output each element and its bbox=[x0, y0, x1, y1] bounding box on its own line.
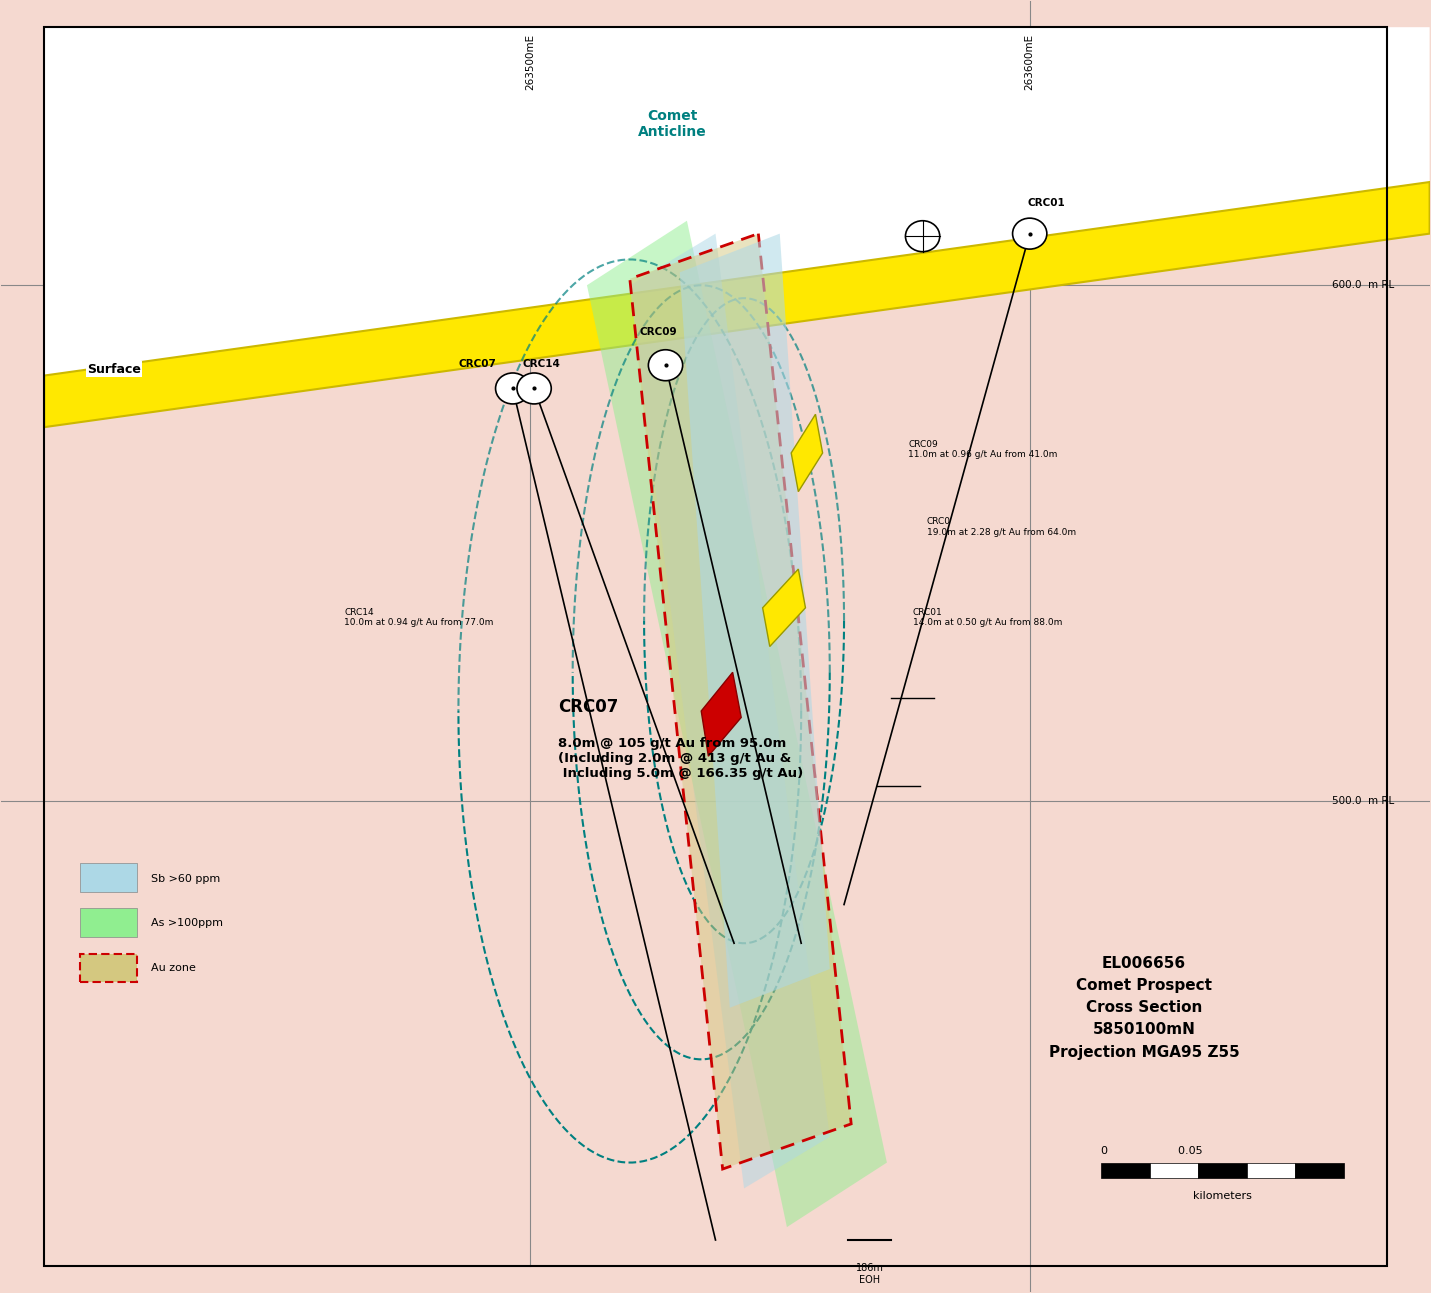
Text: CRC01
14.0m at 0.50 g/t Au from 88.0m: CRC01 14.0m at 0.50 g/t Au from 88.0m bbox=[913, 608, 1062, 627]
Text: 263500mE: 263500mE bbox=[525, 34, 535, 89]
Bar bbox=[80, 864, 137, 892]
Bar bbox=[44, 27, 1387, 234]
Polygon shape bbox=[630, 234, 851, 1169]
Bar bbox=[1100, 1162, 1149, 1178]
Text: 263600mE: 263600mE bbox=[1025, 34, 1035, 89]
Text: 0                    0.05: 0 0.05 bbox=[1100, 1146, 1202, 1156]
Polygon shape bbox=[791, 414, 823, 491]
Bar bbox=[1295, 1162, 1344, 1178]
Text: 500.0  m RL: 500.0 m RL bbox=[1332, 796, 1394, 807]
Circle shape bbox=[648, 349, 683, 380]
Text: As >100ppm: As >100ppm bbox=[152, 918, 223, 927]
Bar bbox=[80, 909, 137, 937]
Text: CRC0
19.0m at 2.28 g/t Au from 64.0m: CRC0 19.0m at 2.28 g/t Au from 64.0m bbox=[927, 517, 1076, 537]
Text: CRC14: CRC14 bbox=[522, 359, 560, 369]
Text: 600.0  m RL: 600.0 m RL bbox=[1332, 281, 1394, 290]
Text: Au zone: Au zone bbox=[152, 963, 196, 972]
Text: CRC01: CRC01 bbox=[1027, 198, 1066, 208]
Text: EL006656
Comet Prospect
Cross Section
5850100mN
Projection MGA95 Z55: EL006656 Comet Prospect Cross Section 58… bbox=[1049, 956, 1239, 1060]
Polygon shape bbox=[763, 569, 806, 646]
Bar bbox=[80, 953, 137, 981]
Text: CRC07: CRC07 bbox=[458, 359, 497, 369]
Circle shape bbox=[906, 221, 940, 252]
Polygon shape bbox=[680, 234, 830, 1007]
Text: CRC09
11.0m at 0.96 g/t Au from 41.0m: CRC09 11.0m at 0.96 g/t Au from 41.0m bbox=[909, 440, 1058, 459]
Circle shape bbox=[517, 372, 551, 403]
Circle shape bbox=[1013, 219, 1047, 250]
Polygon shape bbox=[44, 182, 1430, 427]
Text: CRC07: CRC07 bbox=[558, 698, 618, 716]
Circle shape bbox=[495, 372, 529, 403]
Text: 8.0m @ 105 g/t Au from 95.0m
(Including 2.0m @ 413 g/t Au &
 Including 5.0m @ 16: 8.0m @ 105 g/t Au from 95.0m (Including … bbox=[558, 737, 804, 780]
Text: CRC09: CRC09 bbox=[640, 327, 677, 337]
Text: Comet
Anticline: Comet Anticline bbox=[638, 109, 707, 140]
Text: kilometers: kilometers bbox=[1193, 1191, 1252, 1201]
Text: Surface: Surface bbox=[87, 362, 142, 375]
Text: Sb >60 ppm: Sb >60 ppm bbox=[152, 874, 220, 883]
Text: 186m
EOH: 186m EOH bbox=[856, 1263, 884, 1285]
Polygon shape bbox=[44, 27, 1430, 375]
Text: CRC14
10.0m at 0.94 g/t Au from 77.0m: CRC14 10.0m at 0.94 g/t Au from 77.0m bbox=[345, 608, 494, 627]
Bar bbox=[1149, 1162, 1198, 1178]
Bar bbox=[1246, 1162, 1295, 1178]
Bar bbox=[1198, 1162, 1246, 1178]
Polygon shape bbox=[587, 221, 887, 1227]
Polygon shape bbox=[630, 234, 830, 1188]
Polygon shape bbox=[701, 672, 741, 756]
